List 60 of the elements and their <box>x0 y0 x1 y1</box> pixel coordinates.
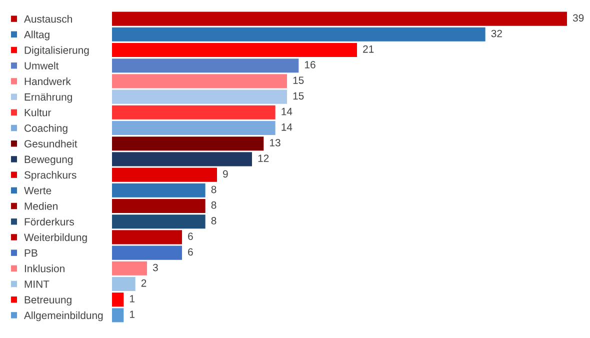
y-tick-label: Coaching <box>24 124 68 134</box>
data-label: 13 <box>270 139 280 146</box>
y-tick-label: Förderkurs <box>24 218 74 226</box>
bar <box>112 74 287 88</box>
y-tick-label: Handwerk <box>24 77 71 86</box>
data-label: 1 <box>130 310 135 318</box>
bar <box>112 120 276 136</box>
y-tick-label: Ernährung <box>24 93 72 103</box>
data-label: 32 <box>491 30 502 38</box>
y-tick-label: PB <box>24 249 38 257</box>
y-tick-label: Alltag <box>24 30 50 40</box>
y-tick-label: Digitalisierung <box>24 46 89 56</box>
bar <box>112 261 147 276</box>
bar <box>112 152 252 166</box>
data-label: 12 <box>258 154 269 162</box>
data-label: 15 <box>293 92 304 100</box>
y-tick-label: Betreuung <box>24 296 72 306</box>
bar <box>112 230 182 244</box>
bar <box>112 292 124 307</box>
data-label: 8 <box>211 186 216 194</box>
data-label: 8 <box>211 217 216 224</box>
y-tick-label: Allgemeinbildung <box>24 311 103 322</box>
bar <box>112 246 182 260</box>
y-tick-label: Gesundheit <box>24 140 78 148</box>
bar <box>112 42 357 58</box>
data-label: 16 <box>305 61 316 68</box>
data-label: 1 <box>130 295 135 302</box>
y-tick-label: Medien <box>24 202 58 210</box>
bar <box>112 183 206 198</box>
bar <box>112 168 217 182</box>
y-tick-label: Sprachkurs <box>24 171 76 181</box>
bar <box>112 276 136 292</box>
y-tick-label: Kultur <box>24 108 52 116</box>
data-label: 8 <box>211 201 216 209</box>
data-label: 39 <box>572 14 584 22</box>
y-tick-label: Bewegung <box>24 156 73 166</box>
data-label: 9 <box>223 170 228 178</box>
bar <box>112 12 567 26</box>
y-tick-label: Weiterbildung <box>24 233 87 244</box>
bar <box>112 198 206 214</box>
data-label: 14 <box>282 124 292 131</box>
data-label: 6 <box>188 232 193 240</box>
bar <box>112 136 264 151</box>
data-label: 6 <box>188 248 193 256</box>
y-tick-label: Austausch <box>24 15 72 23</box>
bar <box>112 90 287 104</box>
data-label: 3 <box>152 264 158 272</box>
bar <box>112 105 276 120</box>
y-tick-label: MINT <box>24 280 50 288</box>
y-tick-label: Umwelt <box>24 62 59 70</box>
bar <box>112 58 299 73</box>
data-label: 15 <box>293 76 304 84</box>
data-label: 21 <box>363 45 374 53</box>
bar <box>112 27 486 42</box>
bar <box>112 308 124 322</box>
bar <box>112 214 206 229</box>
y-tick-label: Werte <box>24 187 52 194</box>
data-label: 14 <box>282 108 292 116</box>
data-label: 2 <box>141 279 146 287</box>
y-tick-label: Inklusion <box>24 264 64 272</box>
